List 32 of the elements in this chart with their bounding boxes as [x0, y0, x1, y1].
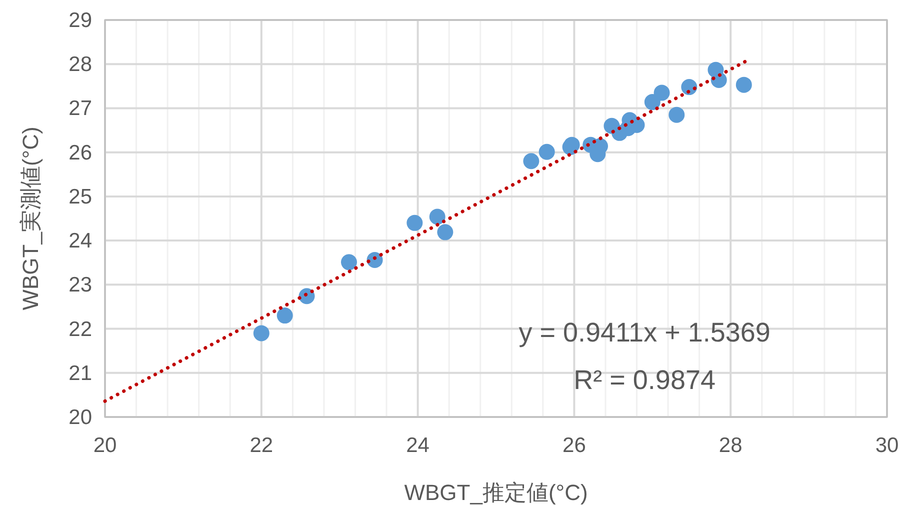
y-tick-label: 22 [68, 318, 92, 341]
point [654, 84, 670, 101]
point [276, 308, 293, 324]
point [253, 325, 270, 342]
y-tick-label: 21 [68, 362, 92, 385]
y-tick-label: 29 [68, 9, 92, 32]
annotation: y = 0.9411x + 1.5369 [518, 318, 770, 348]
x-tick-label: 24 [406, 434, 430, 457]
point [437, 224, 454, 240]
y-tick-label: 24 [68, 230, 92, 253]
y-tick-label: 26 [68, 141, 92, 164]
point [523, 153, 540, 170]
annotation: R² = 0.9874 [574, 365, 716, 396]
point [406, 214, 423, 231]
point [681, 79, 698, 96]
y-tick-label: 25 [68, 185, 92, 208]
point [736, 76, 752, 93]
x-tick-label: 20 [93, 434, 117, 457]
x-tick-label: 22 [250, 434, 274, 457]
point [668, 106, 685, 123]
point [429, 208, 446, 225]
x-tick-label: 28 [718, 434, 742, 457]
y-tick-label: 28 [68, 53, 92, 76]
x-tick-label: 26 [562, 434, 586, 457]
y-tick-label: 20 [68, 406, 92, 429]
y-tick-label: 27 [68, 97, 92, 120]
point [340, 254, 357, 270]
y-tick-label: 23 [68, 274, 92, 297]
x-axis-title: WBGT_推定値(°C) [404, 480, 588, 505]
point [538, 144, 555, 160]
x-tick-label: 30 [875, 434, 899, 457]
y-axis-title: WBGT_実測値(°C) [18, 126, 43, 310]
